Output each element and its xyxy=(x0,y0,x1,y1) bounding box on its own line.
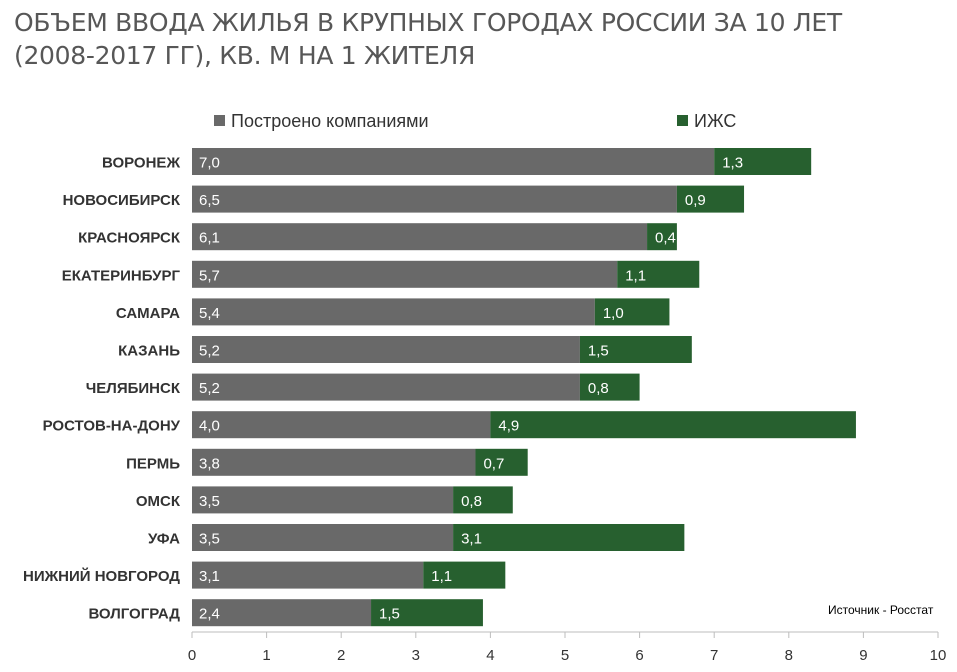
data-label-izhs: 1,5 xyxy=(588,343,609,360)
data-label-izhs: 1,1 xyxy=(431,568,452,585)
data-label-companies: 6,1 xyxy=(199,230,220,247)
bar-izhs xyxy=(490,411,856,439)
bar-izhs xyxy=(423,561,506,589)
category-label: ЕКАТЕРИНБУРГ xyxy=(62,267,181,284)
category-label: КАЗАНЬ xyxy=(118,343,180,360)
data-label-companies: 5,7 xyxy=(199,267,220,284)
bar-izhs xyxy=(676,185,745,213)
legend-swatch-companies xyxy=(214,115,225,126)
bar-companies xyxy=(192,561,424,589)
source-note: Источник - Росстат xyxy=(828,603,934,617)
data-label-izhs: 3,1 xyxy=(461,531,482,548)
bar-izhs xyxy=(594,298,670,326)
data-label-izhs: 0,8 xyxy=(461,493,482,510)
bar-izhs xyxy=(371,599,483,627)
data-label-izhs: 1,0 xyxy=(603,305,624,322)
x-tick-label: 3 xyxy=(412,647,420,664)
x-tick-label: 9 xyxy=(859,647,867,664)
bar-companies xyxy=(192,298,595,326)
data-label-companies: 7,0 xyxy=(199,155,220,172)
x-tick-label: 7 xyxy=(710,647,718,664)
bar-izhs xyxy=(617,260,700,288)
bar-companies xyxy=(192,411,491,439)
data-label-companies: 5,2 xyxy=(199,380,220,397)
legend-swatch-izhs xyxy=(677,115,688,126)
x-tick-label: 6 xyxy=(635,647,643,664)
data-label-companies: 3,5 xyxy=(199,531,220,548)
bar-companies xyxy=(192,373,580,401)
legend-label-izhs: ИЖС xyxy=(694,111,736,131)
category-label: ВОРОНЕЖ xyxy=(102,155,180,172)
data-label-izhs: 0,4 xyxy=(655,230,676,247)
category-label: НИЖНИЙ НОВГОРОД xyxy=(23,567,180,585)
data-label-izhs: 0,7 xyxy=(483,455,504,472)
data-label-izhs: 1,5 xyxy=(379,606,400,623)
bar-companies xyxy=(192,486,454,514)
bar-companies xyxy=(192,223,648,251)
data-label-companies: 5,2 xyxy=(199,343,220,360)
data-label-izhs: 1,3 xyxy=(722,155,743,172)
category-label: ЧЕЛЯБИНСК xyxy=(86,380,181,397)
bar-izhs xyxy=(647,223,677,251)
category-label: КРАСНОЯРСК xyxy=(78,230,181,247)
data-label-companies: 3,8 xyxy=(199,455,220,472)
x-tick-label: 0 xyxy=(188,647,196,664)
chart-title-line-1: ОБЪЕМ ВВОДА ЖИЛЬЯ В КРУПНЫХ ГОРОДАХ РОСС… xyxy=(14,8,842,37)
data-label-companies: 3,5 xyxy=(199,493,220,510)
data-label-izhs: 0,8 xyxy=(588,380,609,397)
data-label-izhs: 1,1 xyxy=(625,267,646,284)
x-tick-label: 5 xyxy=(561,647,569,664)
x-tick-label: 1 xyxy=(262,647,270,664)
bar-izhs xyxy=(475,448,528,476)
data-label-companies: 2,4 xyxy=(199,606,220,623)
chart-title: ОБЪЕМ ВВОДА ЖИЛЬЯ В КРУПНЫХ ГОРОДАХ РОСС… xyxy=(14,6,934,72)
x-tick-label: 4 xyxy=(486,647,494,664)
data-label-companies: 6,5 xyxy=(199,192,220,209)
data-label-izhs: 0,9 xyxy=(685,192,706,209)
data-label-companies: 5,4 xyxy=(199,305,220,322)
x-tick-label: 2 xyxy=(337,647,345,664)
x-tick-label: 8 xyxy=(785,647,793,664)
bar-izhs xyxy=(579,373,640,401)
bar-companies xyxy=(192,599,372,627)
category-label: САМАРА xyxy=(116,305,180,322)
category-label: НОВОСИБИРСК xyxy=(63,192,181,209)
data-label-companies: 3,1 xyxy=(199,568,220,585)
chart-title-line-2: (2008-2017 ГГ), КВ. М НА 1 ЖИТЕЛЯ xyxy=(14,41,476,70)
bar-izhs xyxy=(453,486,513,514)
bar-companies xyxy=(192,185,677,213)
category-label: РОСТОВ-НА-ДОНУ xyxy=(43,418,181,435)
data-label-companies: 4,0 xyxy=(199,418,220,435)
bar-companies xyxy=(192,260,618,288)
x-tick-label: 10 xyxy=(930,647,947,664)
bar-izhs xyxy=(579,336,692,363)
category-label: ОМСК xyxy=(136,493,181,510)
bar-companies xyxy=(192,524,454,551)
bar-companies xyxy=(192,148,715,175)
category-label: УФА xyxy=(148,531,180,548)
bar-izhs xyxy=(453,524,685,551)
legend-label-companies: Построено компаниями xyxy=(231,111,429,131)
data-label-izhs: 4,9 xyxy=(498,418,519,435)
bar-izhs xyxy=(714,148,812,175)
bar-companies xyxy=(192,448,476,476)
category-label: ВОЛГОГРАД xyxy=(88,606,180,623)
bar-companies xyxy=(192,336,580,363)
category-label: ПЕРМЬ xyxy=(126,455,180,472)
